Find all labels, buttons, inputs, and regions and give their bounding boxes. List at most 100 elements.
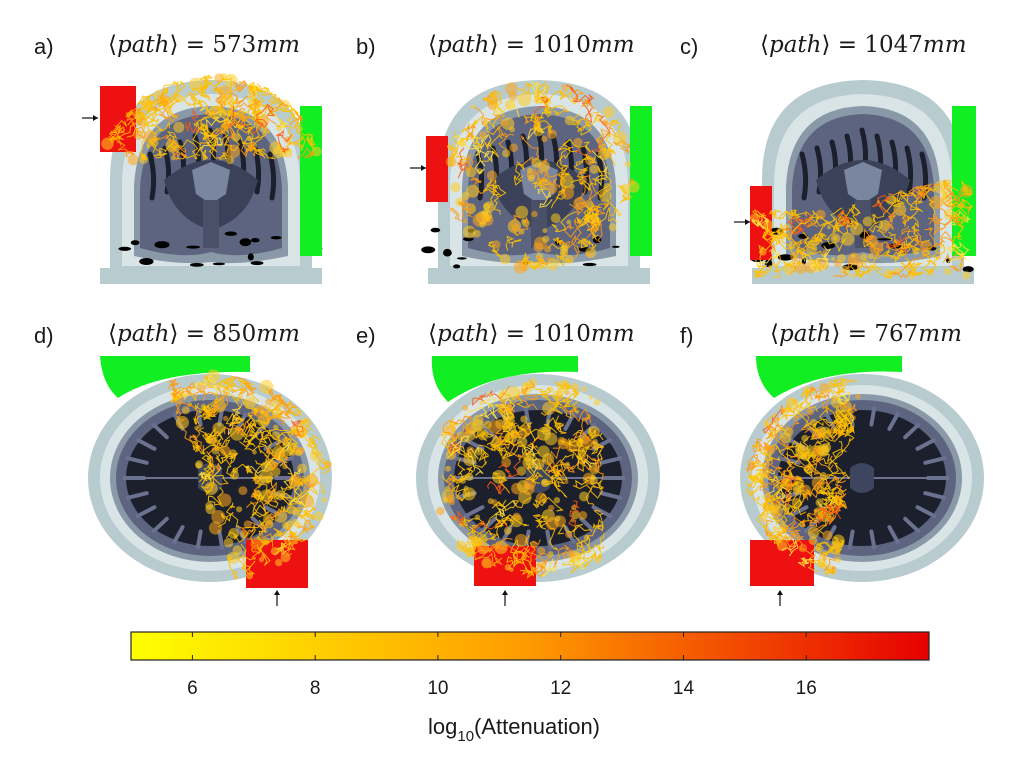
attenuation-blob: [801, 434, 809, 442]
photon-track: [550, 183, 566, 209]
photon-track: [581, 97, 593, 124]
photon-track: [762, 226, 783, 241]
air-pocket: [777, 254, 794, 261]
photon-track: [520, 134, 540, 167]
photon-track: [450, 510, 466, 528]
photon-track: [171, 386, 196, 398]
photon-track: [441, 458, 466, 483]
photon-track: [804, 233, 846, 252]
attenuation-blob: [531, 157, 542, 168]
attenuation-blob: [293, 540, 299, 545]
panel-c-title: ⟨path⟩ = 1047mm: [760, 32, 967, 58]
photon-track: [872, 249, 904, 260]
gyrus: [151, 422, 169, 440]
photon-track: [243, 418, 269, 436]
photon-track: [577, 111, 600, 136]
photon-track: [227, 97, 252, 128]
photon-track: [167, 378, 182, 393]
photon-track: [534, 81, 551, 99]
photon-track: [572, 475, 595, 506]
photon-track: [545, 391, 565, 410]
photon-track: [273, 528, 296, 556]
attenuation-blob: [822, 530, 833, 541]
attenuation-blob: [314, 511, 324, 522]
air-pocket: [270, 236, 282, 240]
attenuation-blob: [127, 154, 139, 166]
attenuation-blob: [862, 216, 873, 227]
attenuation-blob: [520, 415, 528, 423]
attenuation-blob: [282, 463, 288, 470]
detector-green: [300, 106, 322, 256]
photon-track: [765, 415, 779, 440]
photon-track: [755, 457, 779, 484]
photon-track: [900, 240, 931, 257]
photon-track: [916, 183, 941, 201]
photon-track: [230, 385, 245, 424]
photon-track: [481, 97, 506, 118]
photon-track: [202, 74, 215, 87]
photon-track: [778, 209, 797, 220]
photon-track: [110, 124, 126, 147]
gyrus: [847, 529, 855, 550]
attenuation-blob: [783, 264, 795, 276]
panel-b-label: b): [356, 34, 376, 59]
photon-track: [492, 472, 511, 494]
attenuation-blob: [830, 233, 841, 244]
photon-track: [795, 401, 818, 415]
attenuation-blob: [515, 205, 529, 219]
photon-track: [576, 238, 597, 250]
photon-track: [544, 459, 566, 479]
photon-track: [157, 134, 187, 154]
photon-track: [288, 474, 315, 498]
sulcus: [147, 151, 157, 201]
attenuation-blob: [265, 398, 272, 406]
photon-track: [446, 435, 470, 460]
attenuation-blob: [589, 164, 599, 174]
photon-track: [236, 408, 264, 437]
photon-track: [505, 424, 549, 440]
attenuation-blob: [517, 92, 532, 107]
photon-track: [526, 465, 544, 483]
attenuation-blob: [535, 492, 547, 504]
attenuation-blob: [564, 115, 575, 126]
photon-track: [457, 530, 477, 549]
attenuation-blob: [504, 99, 516, 110]
attenuation-blob: [236, 506, 243, 513]
photon-track: [590, 442, 605, 461]
photon-track: [204, 426, 226, 442]
photon-track: [781, 518, 807, 534]
beam-arrowhead: [274, 590, 280, 595]
photon-track: [811, 447, 834, 470]
photon-track: [474, 135, 489, 175]
photon-track: [901, 225, 924, 248]
attenuation-blob: [223, 415, 229, 421]
attenuation-blob: [511, 223, 520, 232]
air-pocket: [154, 241, 170, 249]
photon-track: [577, 545, 605, 568]
photon-track: [250, 460, 266, 485]
photon-track: [557, 138, 592, 153]
photon-track: [247, 84, 269, 104]
photon-track: [589, 428, 604, 441]
attenuation-blob: [553, 497, 561, 504]
photon-track: [803, 387, 817, 405]
attenuation-blob: [581, 386, 587, 392]
photon-track: [747, 454, 762, 470]
gyrus: [563, 412, 576, 431]
colorbar-tick-label: 12: [550, 678, 572, 699]
panel-d-axial-brain: [88, 356, 332, 606]
photon-track: [834, 410, 855, 433]
photon-track: [116, 139, 136, 158]
photon-track: [259, 429, 275, 467]
photon-track: [821, 415, 848, 427]
photon-track: [777, 216, 823, 243]
photon-track: [596, 121, 616, 158]
panel-d-title: ⟨path⟩ = 850mm: [108, 321, 300, 347]
photon-track: [557, 146, 574, 184]
attenuation-blob: [592, 440, 597, 445]
air-pocket: [430, 227, 441, 233]
photon-track: [251, 109, 265, 130]
neck-base: [100, 268, 322, 284]
photon-track: [275, 486, 296, 506]
photon-track: [242, 113, 266, 147]
